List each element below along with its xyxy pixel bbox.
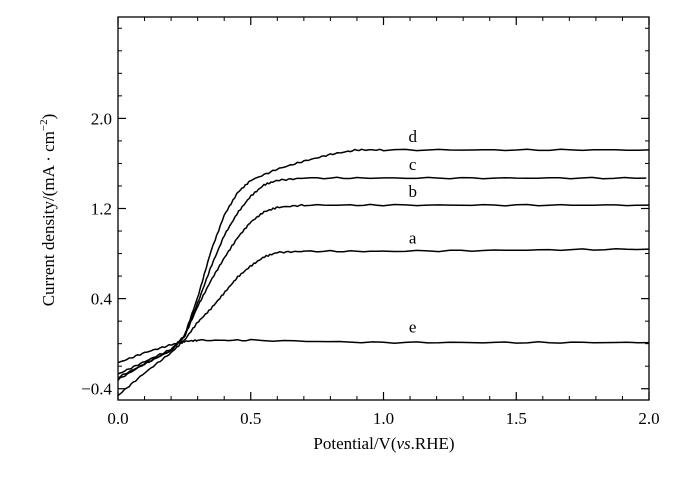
x-axis-title-tail: .RHE)	[411, 434, 455, 453]
y-axis-title-main: Current density/(mA · cm	[39, 131, 58, 306]
series-label-a: a	[409, 228, 417, 247]
y-tick-label: −0.4	[81, 380, 112, 399]
x-minor-ticks	[144, 17, 623, 400]
y-axis: −0.4 0.4 1.2 2.0	[81, 109, 649, 399]
series-layer	[117, 148, 650, 397]
series-line-a	[117, 247, 650, 397]
y-axis-title-tail: )	[39, 114, 58, 120]
x-axis-title-italic: vs	[397, 434, 412, 453]
series-label-c: c	[409, 155, 417, 174]
x-tick-label: 0.0	[107, 409, 128, 428]
y-tick-label: 1.2	[91, 200, 112, 219]
x-axis-title-main: Potential/V(	[313, 434, 396, 453]
y-axis-title-sup: −2	[38, 119, 50, 131]
x-tick-label: 1.0	[373, 409, 394, 428]
x-axis-title: Potential/V(vs.RHE)	[313, 434, 454, 453]
y-tick-label: 2.0	[91, 109, 112, 128]
x-axis: 0.0 0.5 1.0 1.5 2.0	[107, 17, 660, 428]
series-line-b	[117, 203, 650, 381]
series-labels: a bcd e	[408, 127, 417, 336]
x-tick-label: 1.5	[506, 409, 527, 428]
series-label-b: b	[408, 182, 417, 201]
series-line-c	[117, 176, 647, 375]
series-line-e	[117, 338, 650, 364]
series-label-e: e	[409, 317, 417, 336]
x-tick-label: 2.0	[638, 409, 659, 428]
series-line-d	[117, 148, 650, 379]
y-tick-label: 0.4	[91, 290, 113, 309]
y-axis-title: Current density/(mA · cm−2)	[38, 114, 58, 307]
y-minor-ticks	[118, 27, 649, 367]
series-label-d: d	[408, 127, 417, 146]
x-tick-label: 0.5	[240, 409, 261, 428]
